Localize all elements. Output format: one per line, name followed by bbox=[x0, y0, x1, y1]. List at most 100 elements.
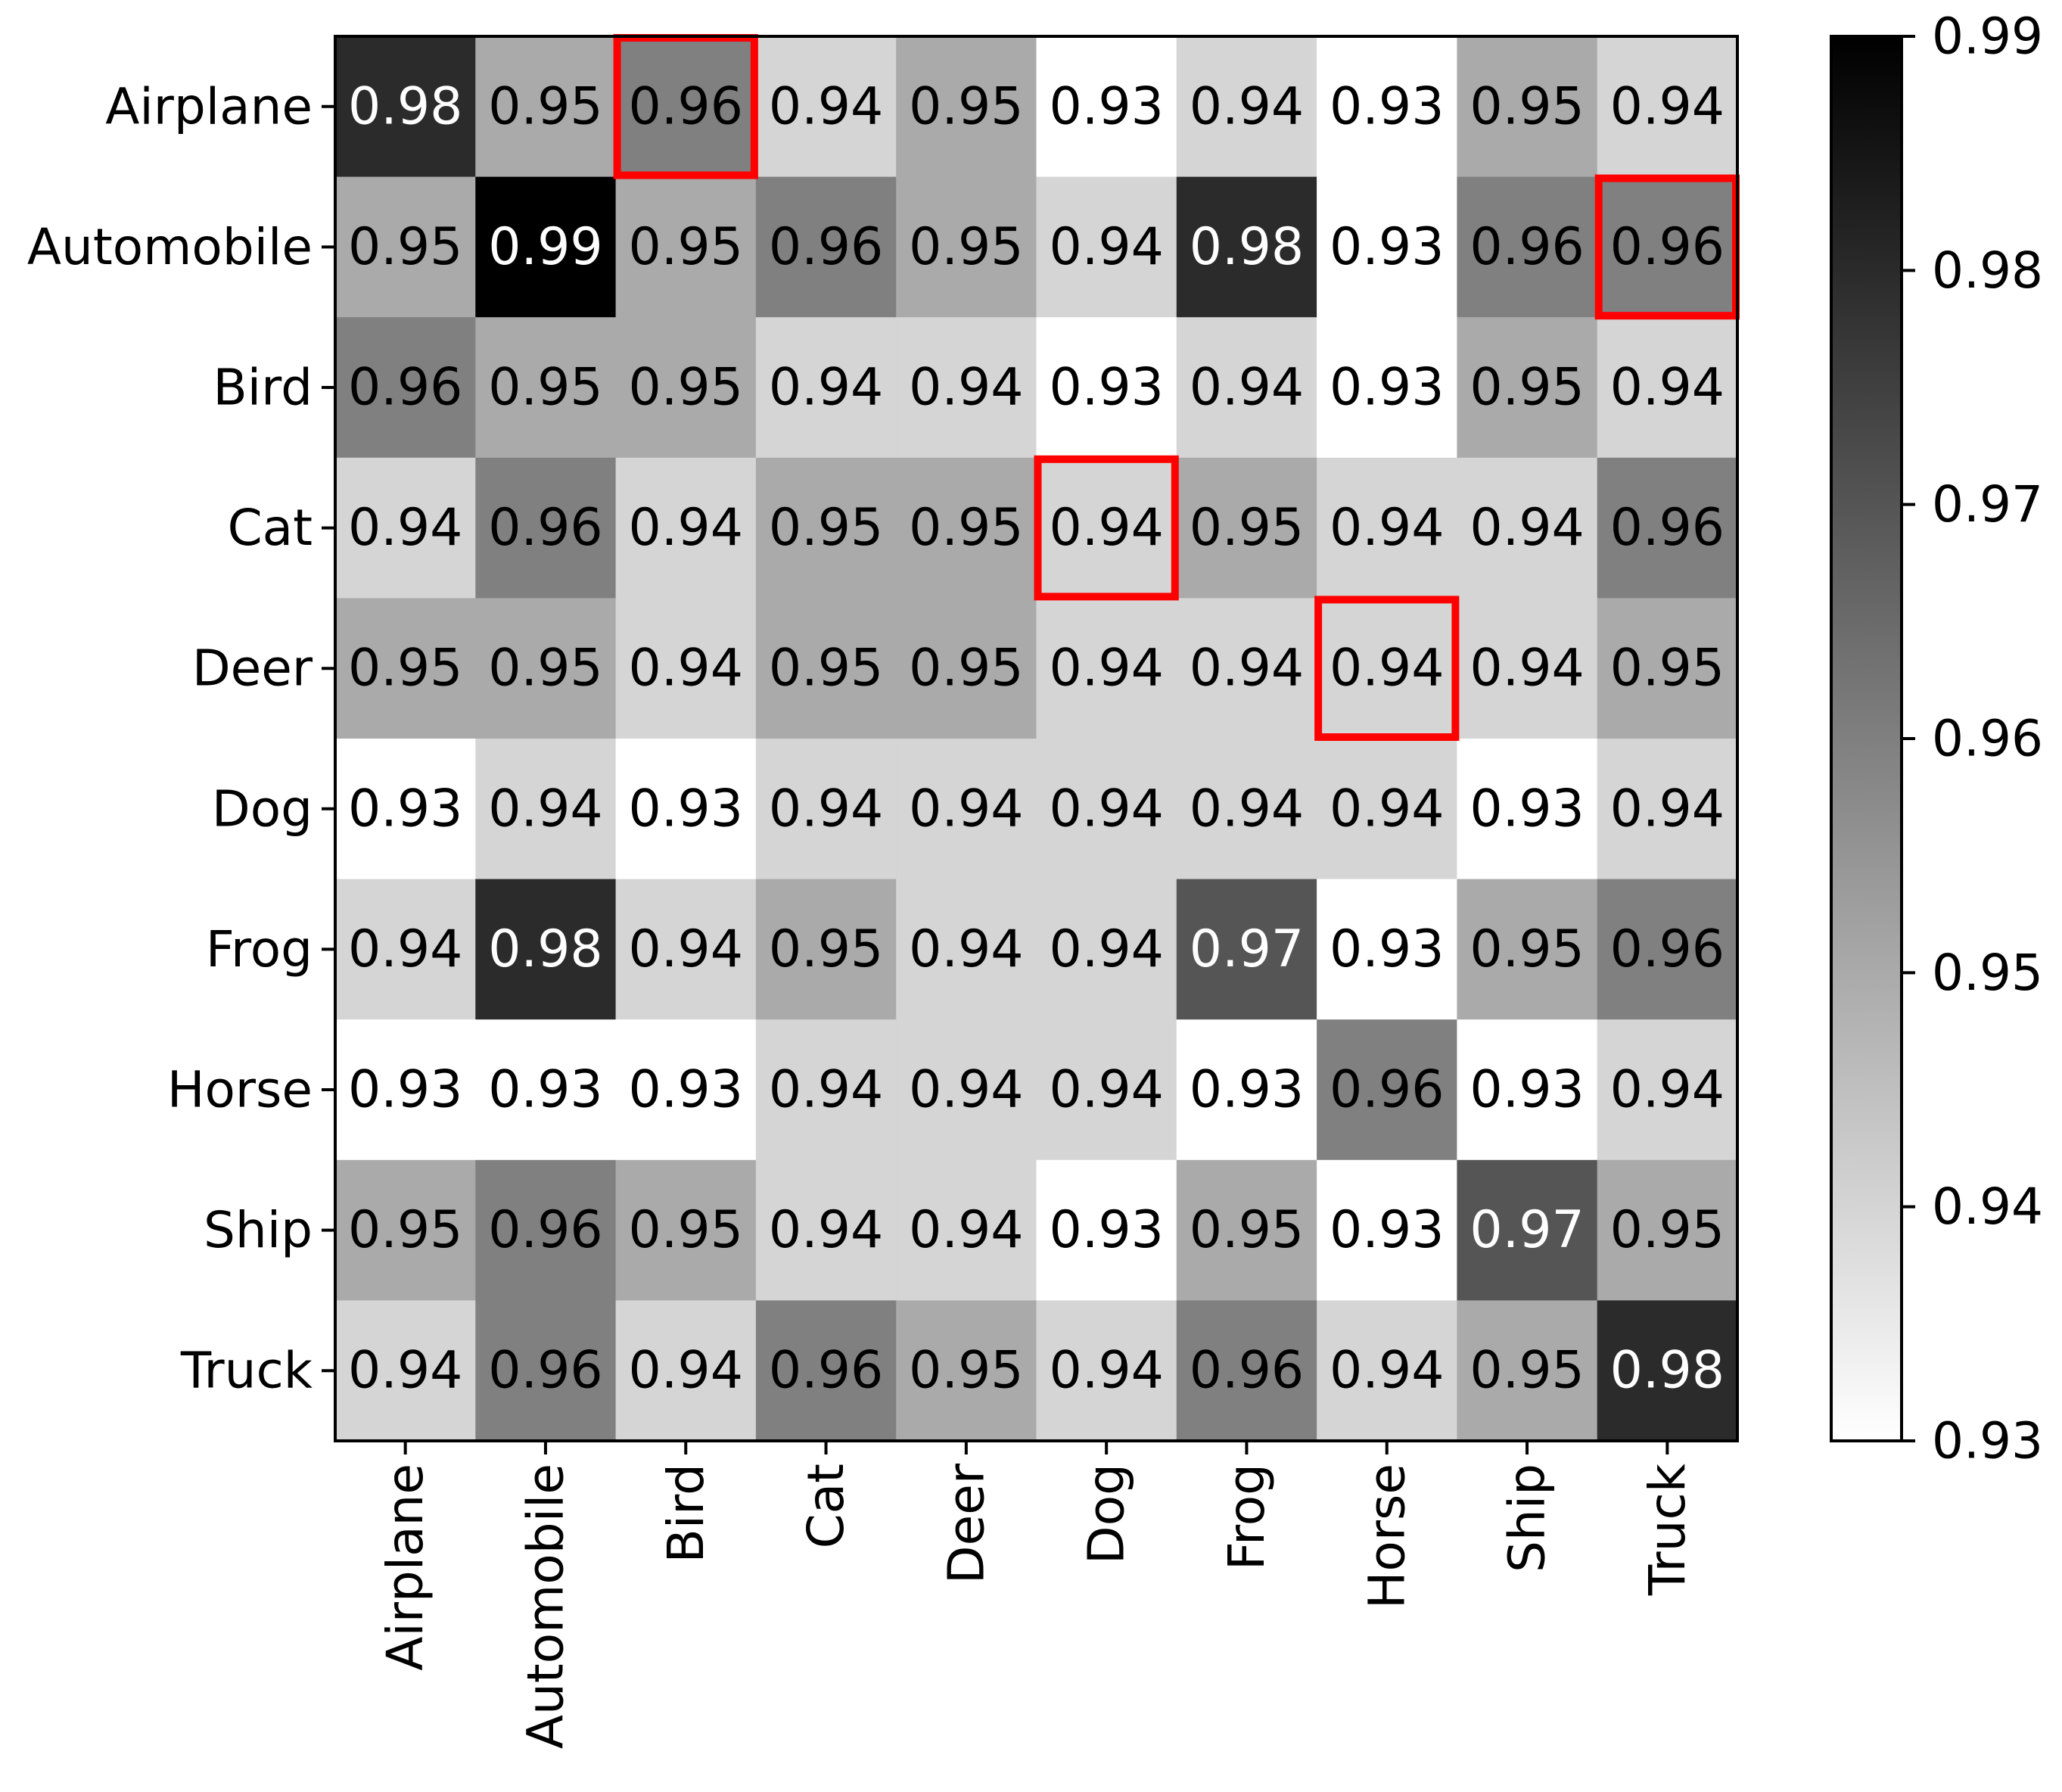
heatmap-cell-cat-deer bbox=[896, 457, 1037, 599]
colorbar-ticks: 0.93 0.94 0.95 0.96 0.97 0.98 0.99 bbox=[1902, 8, 2043, 1470]
heatmap-cell-deer-frog bbox=[1176, 598, 1317, 739]
cell-value-label: 0.97 bbox=[1470, 1200, 1584, 1260]
heatmap-cell-airplane-ship bbox=[1457, 36, 1598, 178]
cell-value-label: 0.95 bbox=[1610, 639, 1725, 698]
cell-value-label: 0.98 bbox=[488, 919, 602, 979]
heatmap-cell-airplane-frog bbox=[1176, 36, 1317, 178]
heatmap-cell-truck-cat bbox=[755, 1300, 897, 1442]
cell-value-label: 0.94 bbox=[769, 779, 883, 838]
cell-value-label: 0.94 bbox=[1610, 76, 1725, 136]
heatmap-cell-truck-automobile bbox=[475, 1300, 617, 1442]
heatmap-cell-deer-truck bbox=[1597, 598, 1738, 739]
cell-value-label: 0.93 bbox=[1470, 1060, 1584, 1120]
heatmap-cell-airplane-dog bbox=[1036, 36, 1177, 178]
cell-value-label: 0.93 bbox=[1330, 1200, 1444, 1260]
heatmap-cell-deer-automobile bbox=[475, 598, 617, 739]
cell-value-label: 0.95 bbox=[1470, 919, 1584, 979]
heatmap-cells bbox=[335, 36, 1738, 1442]
x-axis: Airplane Automobile Bird Cat Deer Dog Frog Hors… bbox=[376, 1441, 1697, 1749]
x-tick-label-deer: Deer bbox=[937, 1463, 995, 1584]
cell-value-label: 0.93 bbox=[1049, 1200, 1163, 1260]
heatmap-cell-automobile-deer bbox=[896, 176, 1037, 318]
cell-value-label: 0.94 bbox=[1330, 498, 1444, 558]
heatmap-cell-dog-truck bbox=[1597, 739, 1738, 880]
heatmap-cell-horse-airplane bbox=[335, 1019, 476, 1161]
heatmap-cell-cat-truck bbox=[1597, 457, 1738, 599]
y-tick-label-automobile: Automobile bbox=[27, 218, 313, 276]
cell-value-label: 0.93 bbox=[348, 779, 462, 838]
heatmap-cell-frog-airplane bbox=[335, 879, 476, 1020]
cell-value-label: 0.93 bbox=[1049, 76, 1163, 136]
heatmap-cell-automobile-ship bbox=[1457, 176, 1598, 318]
heatmap-cell-truck-horse bbox=[1317, 1300, 1457, 1442]
cell-value-label: 0.95 bbox=[488, 358, 602, 418]
cell-value-label: 0.95 bbox=[348, 217, 462, 277]
heatmap-cell-frog-truck bbox=[1597, 879, 1738, 1020]
heatmap-cell-cat-dog bbox=[1036, 457, 1177, 599]
y-tick-label-frog: Frog bbox=[206, 920, 313, 978]
heatmap-cell-automobile-truck bbox=[1597, 176, 1738, 318]
cell-value-label: 0.94 bbox=[1049, 1341, 1163, 1401]
y-tick-label-deer: Deer bbox=[192, 639, 313, 698]
x-tick-label-truck: Truck bbox=[1638, 1463, 1697, 1596]
cell-value-label: 0.94 bbox=[769, 1060, 883, 1120]
heatmap-cell-ship-horse bbox=[1317, 1159, 1457, 1301]
x-tick-label-ship: Ship bbox=[1498, 1464, 1557, 1573]
heatmap-cell-truck-frog bbox=[1176, 1300, 1317, 1442]
heatmap-cell-ship-frog bbox=[1176, 1159, 1317, 1301]
cell-value-label: 0.98 bbox=[348, 76, 462, 136]
cell-value-label: 0.94 bbox=[769, 1200, 883, 1260]
heatmap-cell-horse-bird bbox=[615, 1019, 757, 1161]
cell-value-label: 0.94 bbox=[1049, 1060, 1163, 1120]
cell-value-label: 0.95 bbox=[909, 498, 1023, 558]
heatmap-cell-airplane-cat bbox=[755, 36, 897, 178]
heatmap-cell-truck-ship bbox=[1457, 1300, 1598, 1442]
cell-value-label: 0.94 bbox=[1330, 639, 1444, 698]
cell-value-label: 0.94 bbox=[1610, 1060, 1725, 1120]
cell-value-label: 0.95 bbox=[769, 498, 883, 558]
y-tick-label-ship: Ship bbox=[204, 1201, 313, 1259]
cell-value-label: 0.95 bbox=[348, 639, 462, 698]
cell-value-label: 0.94 bbox=[1190, 76, 1304, 136]
cell-value-label: 0.95 bbox=[909, 76, 1023, 136]
heatmap-cell-bird-bird bbox=[615, 317, 757, 459]
cell-value-label: 0.94 bbox=[629, 639, 743, 698]
cell-value-label: 0.93 bbox=[348, 1060, 462, 1120]
cell-value-label: 0.95 bbox=[769, 639, 883, 698]
y-tick-label-truck: Truck bbox=[180, 1342, 313, 1400]
heatmap-cell-truck-bird bbox=[615, 1300, 757, 1442]
x-tick-label-frog: Frog bbox=[1218, 1464, 1276, 1570]
cell-value-label: 0.93 bbox=[1330, 919, 1444, 979]
cell-value-label: 0.96 bbox=[1610, 919, 1725, 979]
heatmap-cell-truck-dog bbox=[1036, 1300, 1177, 1442]
cell-value-label: 0.94 bbox=[629, 919, 743, 979]
heatmap-cell-automobile-horse bbox=[1317, 176, 1457, 318]
heatmap-cell-dog-automobile bbox=[475, 739, 617, 880]
heatmap-cell-horse-truck bbox=[1597, 1019, 1738, 1161]
cell-value-label: 0.96 bbox=[769, 1341, 883, 1401]
cell-value-label: 0.96 bbox=[1610, 498, 1725, 558]
heatmap-cell-dog-frog bbox=[1176, 739, 1317, 880]
x-tick-label-horse: Horse bbox=[1358, 1464, 1416, 1609]
highlight-box-cat-dog bbox=[1034, 455, 1179, 601]
cell-value-label: 0.94 bbox=[769, 358, 883, 418]
heatmap-cell-ship-automobile bbox=[475, 1159, 617, 1301]
x-tick-label-airplane: Airplane bbox=[376, 1464, 434, 1671]
heatmap-cell-airplane-airplane bbox=[335, 36, 476, 178]
cell-value-label: 0.94 bbox=[1049, 498, 1163, 558]
colorbar-tick-label: 0.96 bbox=[1932, 710, 2043, 768]
colorbar-tick-label: 0.93 bbox=[1932, 1412, 2043, 1470]
heatmap-cell-bird-horse bbox=[1317, 317, 1457, 459]
heatmap-cell-bird-cat bbox=[755, 317, 897, 459]
y-tick-label-bird: Bird bbox=[213, 359, 313, 417]
heatmap-cell-deer-ship bbox=[1457, 598, 1598, 739]
heatmap-cell-ship-ship bbox=[1457, 1159, 1598, 1301]
heatmap-cell-frog-ship bbox=[1457, 879, 1598, 1020]
heatmap-cell-deer-horse bbox=[1317, 598, 1457, 739]
heatmap-cell-airplane-deer bbox=[896, 36, 1037, 178]
heatmap-cell-automobile-frog bbox=[1176, 176, 1317, 318]
colorbar bbox=[1830, 35, 1903, 1442]
heatmap-cell-dog-ship bbox=[1457, 739, 1598, 880]
cell-value-label: 0.94 bbox=[909, 1060, 1023, 1120]
cell-value-label: 0.94 bbox=[1049, 919, 1163, 979]
